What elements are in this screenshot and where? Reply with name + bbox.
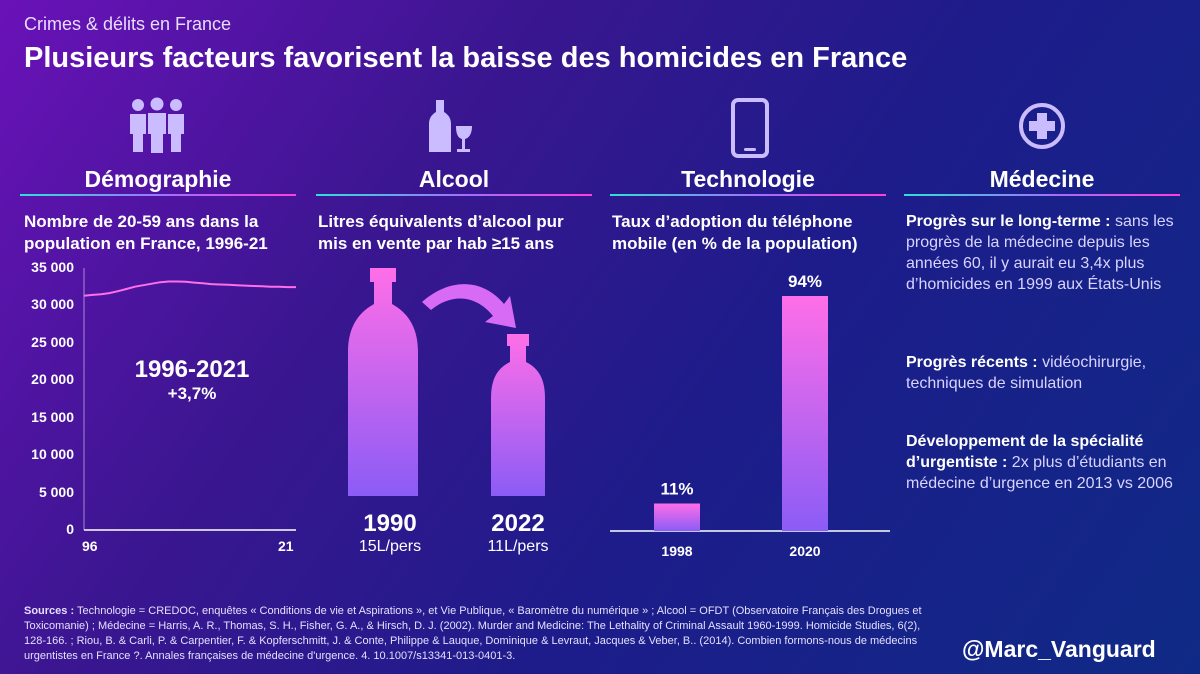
section-divider bbox=[904, 194, 1180, 196]
bottle-label-1990: 1990 bbox=[363, 510, 417, 537]
y-tick-label: 35 000 bbox=[31, 259, 74, 275]
medecine-paragraph-recent: Progrès récents : vidéochirurgie, techni… bbox=[906, 352, 1178, 394]
medecine-p1-text: sans les progrès de la médecine depuis l… bbox=[906, 213, 1174, 293]
medecine-p3-text: 2x plus d’étudiants en médecine d’urgenc… bbox=[906, 454, 1173, 492]
alcohol-bottles-chart bbox=[348, 268, 545, 496]
bar-category-2020: 2020 bbox=[789, 543, 820, 559]
bar-2020 bbox=[782, 296, 828, 531]
bottle-2022 bbox=[491, 334, 545, 496]
x-tick-label-start: 96 bbox=[82, 538, 98, 554]
y-tick-label: 30 000 bbox=[31, 296, 74, 313]
medical-cross-icon bbox=[1019, 103, 1065, 149]
sources-note: Sources : Technologie = CREDOC, enquêtes… bbox=[24, 604, 934, 664]
medecine-paragraph-long-term: Progrès sur le long-terme : sans les pro… bbox=[906, 211, 1178, 295]
y-tick-label: 0 bbox=[66, 521, 74, 537]
demographie-subtitle: Nombre de 20-59 ans dans la population e… bbox=[24, 212, 268, 253]
kicker: Crimes & délits en France bbox=[24, 14, 232, 34]
wine-bottle-glass-icon bbox=[429, 100, 472, 152]
y-tick-label: 15 000 bbox=[31, 408, 74, 425]
technologie-subtitle: Taux d’adoption du téléphone mobile (en … bbox=[612, 212, 858, 253]
bar-1998 bbox=[654, 503, 700, 531]
x-tick-label-end: 21 bbox=[278, 538, 294, 554]
medecine-p3-heading: Développement de la spécialité d’urgenti… bbox=[906, 433, 1144, 471]
page-title: Plusieurs facteurs favorisent la baisse … bbox=[24, 42, 908, 74]
medecine-p1-heading: Progrès sur le long-terme : bbox=[906, 213, 1111, 230]
mobile-adoption-bar-chart: 11% 94% 1998 2020 bbox=[610, 272, 890, 559]
section-title-demographie: Démographie bbox=[84, 166, 232, 192]
bottle-label-2022: 2022 bbox=[491, 510, 545, 537]
section-divider bbox=[610, 194, 886, 196]
section-title-technologie: Technologie bbox=[681, 166, 815, 192]
population-series-line bbox=[83, 280, 296, 297]
alcool-subtitle: Litres équivalents d’alcool pur mis en v… bbox=[318, 212, 564, 253]
bottle-value-1990: 15L/pers bbox=[358, 538, 422, 555]
y-tick-label: 5 000 bbox=[38, 483, 74, 500]
people-icon bbox=[130, 97, 184, 153]
y-tick-label: 25 000 bbox=[31, 333, 74, 350]
bar-category-1998: 1998 bbox=[661, 543, 692, 559]
sources-text: Technologie = CREDOC, enquêtes « Conditi… bbox=[24, 605, 922, 662]
medecine-paragraph-urgentiste: Développement de la spécialité d’urgenti… bbox=[906, 431, 1178, 494]
medecine-p2-heading: Progrès récents : bbox=[906, 354, 1038, 371]
population-line-chart bbox=[83, 268, 296, 531]
bottle-value-2022: 11L/pers bbox=[487, 538, 549, 555]
annotation-change: +3,7% bbox=[167, 384, 217, 403]
bar-value-label-2020: 94% bbox=[788, 272, 822, 291]
y-tick-label: 10 000 bbox=[31, 446, 74, 463]
y-tick-label: 20 000 bbox=[31, 371, 74, 388]
section-divider bbox=[20, 194, 296, 196]
annotation-period: 1996-2021 bbox=[134, 356, 250, 383]
author-handle: @Marc_Vanguard bbox=[962, 636, 1156, 662]
decrease-arrow-icon bbox=[422, 284, 516, 328]
bar-value-label-1998: 11% bbox=[660, 480, 693, 499]
section-title-alcool: Alcool bbox=[418, 166, 490, 192]
mobile-phone-icon bbox=[731, 98, 769, 158]
section-title-medecine: Médecine bbox=[989, 166, 1095, 192]
bottle-1990 bbox=[348, 268, 418, 496]
section-divider bbox=[316, 194, 592, 196]
sources-label: Sources : bbox=[24, 605, 75, 617]
medecine-p2-text: vidéochirurgie, techniques de simulation bbox=[906, 354, 1147, 392]
